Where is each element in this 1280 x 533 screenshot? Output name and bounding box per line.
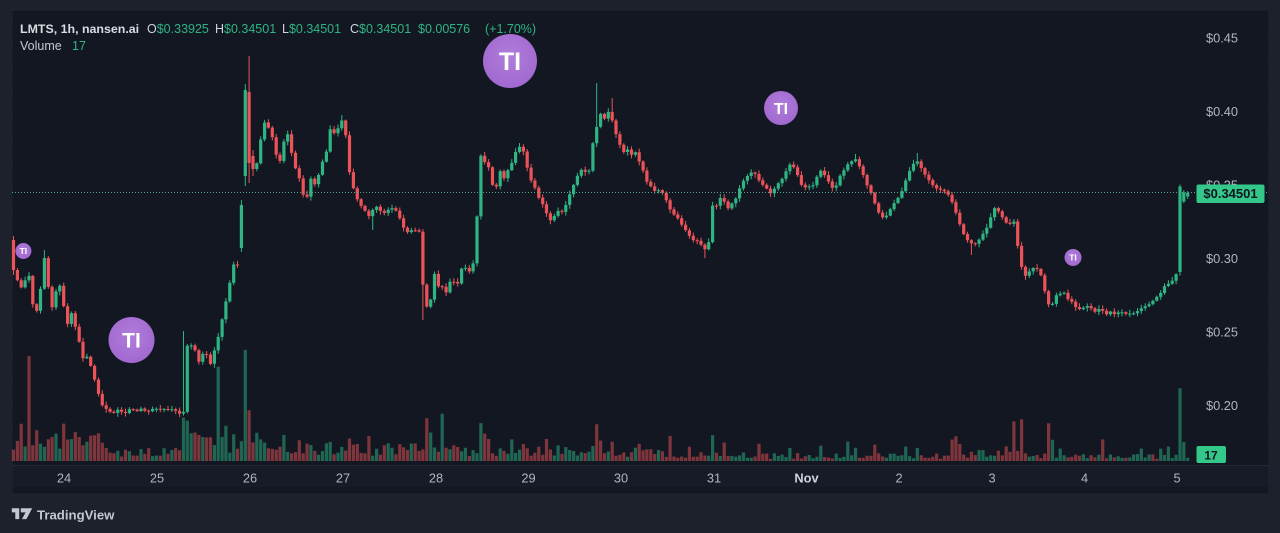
svg-text:27: 27: [336, 471, 350, 486]
svg-text:TI: TI: [499, 48, 521, 76]
svg-text:$0.40: $0.40: [1206, 104, 1238, 119]
svg-text:$0.34501: $0.34501: [1203, 186, 1257, 201]
svg-text:31: 31: [707, 471, 721, 486]
svg-text:Nov: Nov: [794, 471, 819, 486]
svg-text:$0.25: $0.25: [1206, 325, 1238, 340]
svg-text:17: 17: [1204, 449, 1218, 463]
svg-text:H$0.34501: H$0.34501: [215, 22, 276, 36]
svg-text:29: 29: [521, 471, 535, 486]
svg-text:O$0.33925: O$0.33925: [147, 22, 209, 36]
svg-text:C$0.34501: C$0.34501: [350, 22, 411, 36]
svg-text:$0.20: $0.20: [1206, 398, 1238, 413]
svg-text:25: 25: [150, 471, 164, 486]
svg-text:4: 4: [1081, 471, 1088, 486]
svg-text:L$0.34501: L$0.34501: [282, 22, 341, 36]
svg-text:28: 28: [429, 471, 443, 486]
svg-text:TI: TI: [20, 246, 28, 256]
svg-text:TI: TI: [1069, 253, 1077, 263]
svg-text:3: 3: [988, 471, 995, 486]
svg-text:LMTS, 1h, nansen.ai: LMTS, 1h, nansen.ai: [20, 22, 139, 36]
svg-text:TradingView: TradingView: [37, 508, 115, 523]
svg-text:24: 24: [57, 471, 71, 486]
svg-text:TI: TI: [122, 330, 141, 353]
svg-text:$0.00576: $0.00576: [418, 22, 470, 36]
svg-text:(+1.70%): (+1.70%): [485, 22, 536, 36]
svg-text:$0.30: $0.30: [1206, 251, 1238, 266]
svg-text:26: 26: [243, 471, 257, 486]
svg-text:17: 17: [72, 39, 86, 53]
svg-text:30: 30: [614, 471, 628, 486]
svg-text:Volume: Volume: [20, 39, 62, 53]
svg-text:$0.45: $0.45: [1206, 31, 1238, 46]
svg-text:TI: TI: [774, 101, 788, 118]
svg-text:2: 2: [895, 471, 902, 486]
svg-text:5: 5: [1173, 471, 1180, 486]
